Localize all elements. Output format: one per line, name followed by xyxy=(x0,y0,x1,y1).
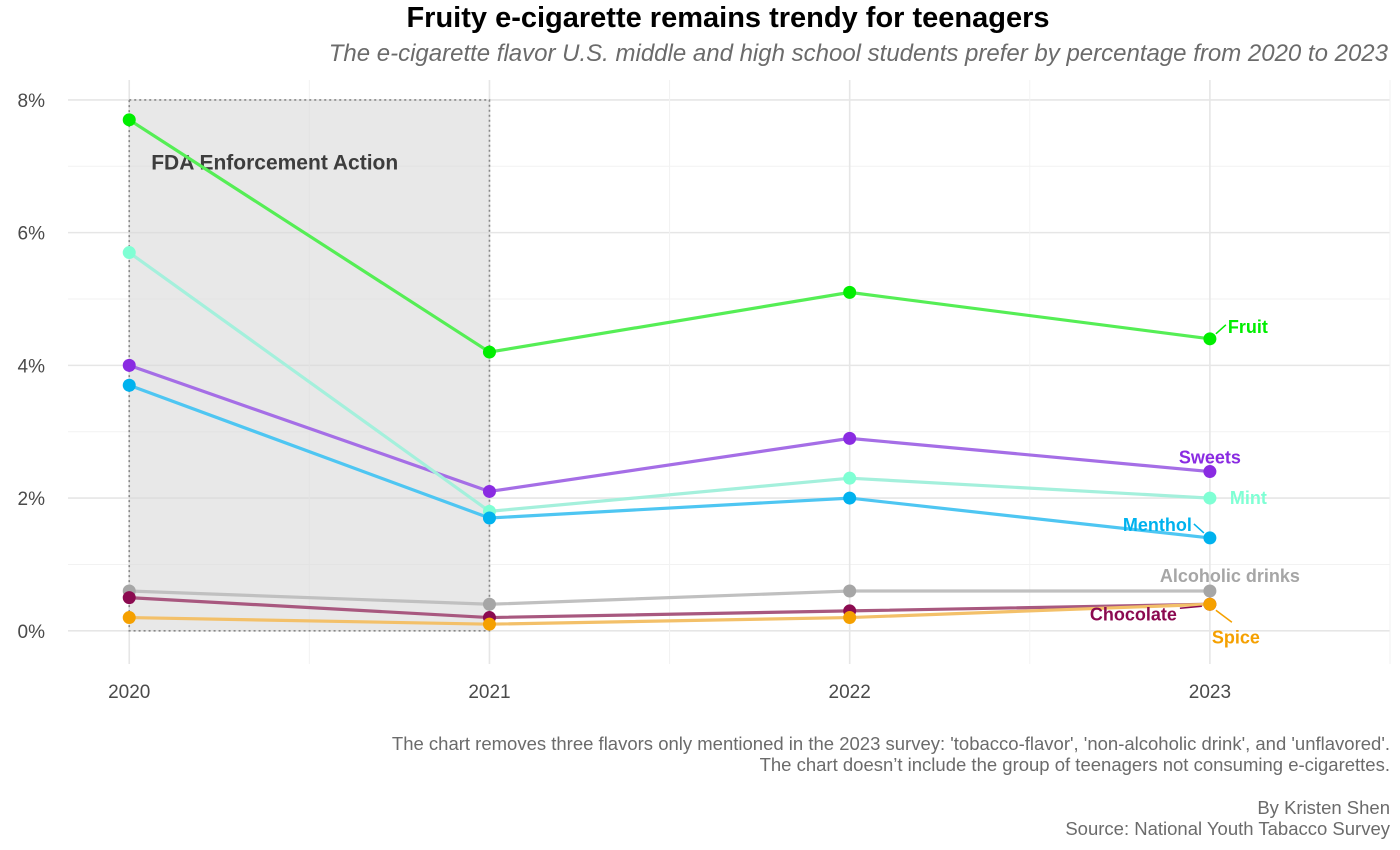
series-lines xyxy=(128,118,1211,626)
data-point-alcoholic-drinks xyxy=(482,597,496,611)
data-point-fruit xyxy=(843,285,857,299)
data-point-sweets xyxy=(1203,465,1217,479)
series-label-chocolate: Chocolate xyxy=(1090,604,1177,624)
series-labels: Fruit Sweets Mint Menthol Alcoholic drinks Ch… xyxy=(1090,317,1300,647)
series-label-menthol: Menthol xyxy=(1123,515,1192,535)
data-point-fruit xyxy=(122,113,136,127)
note-line-1: The chart removes three flavors only men… xyxy=(391,733,1390,754)
series-line-spice xyxy=(129,602,1210,626)
x-tick-label: 2022 xyxy=(829,682,871,703)
data-point-spice xyxy=(122,611,136,625)
data-point-sweets xyxy=(843,431,857,445)
fda-enforcement-label: FDA Enforcement Action xyxy=(151,152,398,175)
data-point-menthol xyxy=(1203,531,1217,545)
data-point-mint xyxy=(122,246,136,260)
data-point-alcoholic-drinks xyxy=(1203,584,1217,598)
data-point-spice xyxy=(843,611,857,625)
axis-ticks: 0% 2% 4% 6% 8% 2020 2021 2022 2023 xyxy=(18,91,1232,703)
leader-line-fruit xyxy=(1215,324,1227,335)
data-point-alcoholic-drinks xyxy=(843,584,857,598)
series-line-chocolate xyxy=(129,596,1210,620)
chart-notes: The chart removes three flavors only men… xyxy=(10,733,1390,775)
data-point-sweets xyxy=(482,484,496,498)
x-tick-label: 2023 xyxy=(1189,682,1231,703)
series-points xyxy=(122,113,1217,631)
data-point-menthol xyxy=(122,378,136,392)
x-tick-label: 2021 xyxy=(468,682,510,703)
note-line-2: The chart doesn’t include the group of t… xyxy=(759,754,1390,775)
series-label-alcoholic-drinks: Alcoholic drinks xyxy=(1160,566,1300,586)
data-point-fruit xyxy=(1203,332,1217,346)
data-point-chocolate xyxy=(122,591,136,605)
source-credit: Source: National Youth Tabacco Survey xyxy=(1065,818,1390,839)
series-line-fruit xyxy=(128,118,1211,354)
data-point-mint xyxy=(1203,491,1217,505)
series-line-menthol xyxy=(128,383,1211,540)
series-line-mint xyxy=(128,251,1210,513)
author-credit: By Kristen Shen xyxy=(1257,797,1390,818)
series-label-mint: Mint xyxy=(1230,488,1267,508)
chart-credits: By Kristen Shen Source: National Youth T… xyxy=(10,797,1390,839)
data-point-fruit xyxy=(482,345,496,359)
data-point-sweets xyxy=(122,358,136,372)
y-tick-label: 8% xyxy=(18,91,46,112)
x-tick-label: 2020 xyxy=(108,682,150,703)
series-line-alcoholic-drinks xyxy=(129,589,1210,606)
leader-line-chocolate xyxy=(1179,605,1202,610)
series-label-spice: Spice xyxy=(1212,627,1260,647)
y-tick-label: 0% xyxy=(18,622,46,643)
series-label-sweets: Sweets xyxy=(1179,448,1241,468)
data-point-spice xyxy=(1203,597,1217,611)
series-label-fruit: Fruit xyxy=(1228,317,1268,337)
data-point-spice xyxy=(482,617,496,631)
leader-line-menthol xyxy=(1193,523,1205,534)
series-line-sweets xyxy=(128,363,1211,494)
y-tick-label: 4% xyxy=(18,356,46,377)
leader-line-spice xyxy=(1215,609,1233,623)
data-point-menthol xyxy=(482,511,496,525)
chart-subtitle: The e-cigarette flavor U.S. middle and h… xyxy=(328,40,1388,67)
fda-enforcement-box xyxy=(128,99,491,632)
y-tick-label: 6% xyxy=(18,224,46,245)
chart-title: Fruity e-cigarette remains trendy for te… xyxy=(406,2,1050,34)
annotation-region: FDA Enforcement Action xyxy=(128,99,491,632)
data-point-menthol xyxy=(843,491,857,505)
y-tick-label: 2% xyxy=(18,489,46,510)
data-point-mint xyxy=(843,471,857,485)
